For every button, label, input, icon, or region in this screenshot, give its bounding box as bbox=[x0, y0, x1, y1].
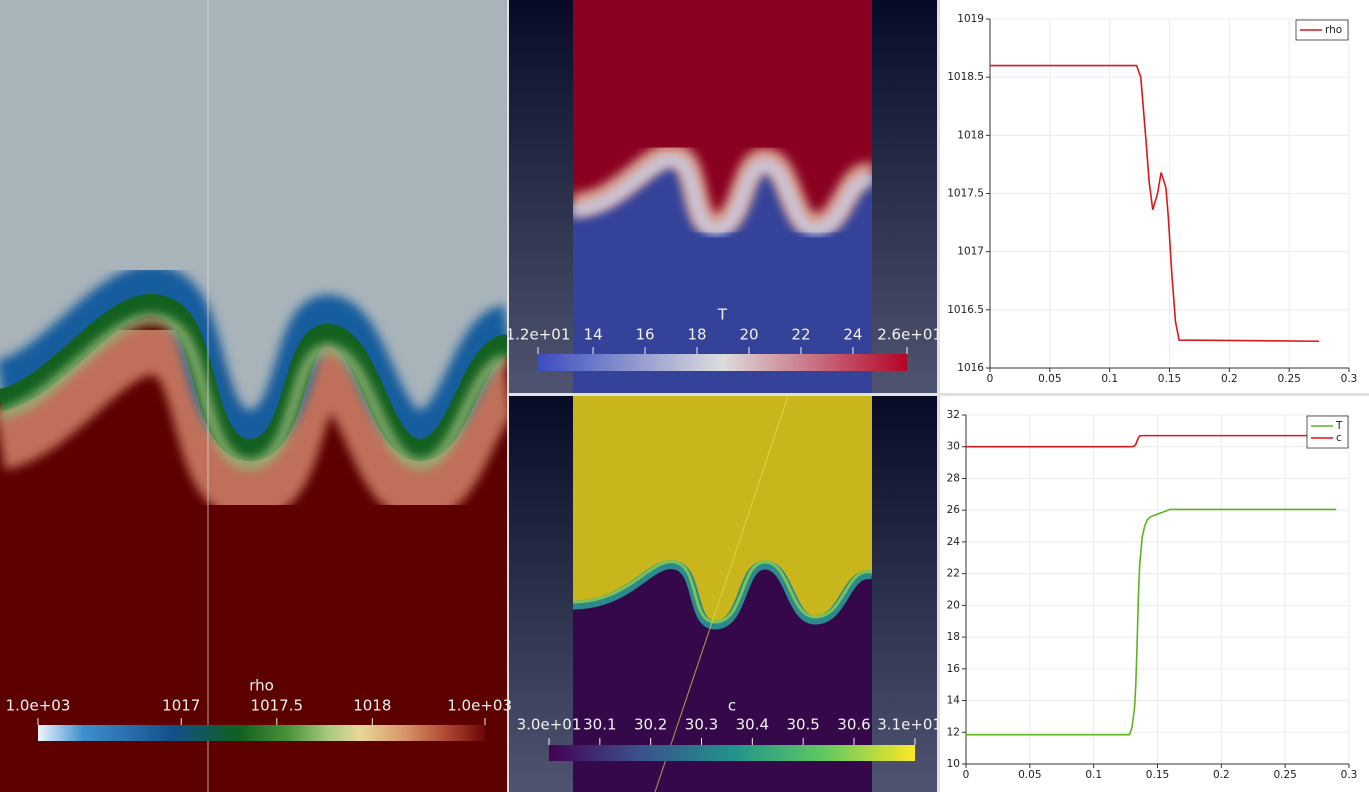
y-tick-label: 18 bbox=[947, 631, 960, 643]
x-tick-label: 0.05 bbox=[1018, 769, 1041, 781]
c-view bbox=[573, 396, 872, 792]
colorbar-tick-label: 1.0e+03 bbox=[6, 697, 71, 715]
colorbar-gradient bbox=[549, 745, 915, 761]
y-tick-label: 24 bbox=[947, 536, 961, 548]
legend-label: T bbox=[1335, 420, 1343, 432]
colorbar-tick-label: 14 bbox=[584, 326, 603, 344]
colorbar-tick-label: 2.6e+01 bbox=[877, 326, 942, 344]
colorbar-title: T bbox=[717, 306, 728, 324]
colorbar-tick-label: 20 bbox=[739, 326, 758, 344]
colorbar: rho 1.0e+03 1017 1017.5 1018 1.0e+03 bbox=[6, 677, 512, 741]
y-tick-label: 1016 bbox=[957, 362, 984, 374]
colorbar-title: c bbox=[728, 697, 736, 715]
colorbar-gradient bbox=[38, 725, 485, 741]
colorbar-tick-label: 1017 bbox=[162, 697, 200, 715]
colorbar-gradient bbox=[538, 354, 907, 371]
y-tick-label: 22 bbox=[947, 568, 960, 580]
y-tick-label: 1019 bbox=[957, 13, 984, 25]
y-tick-label: 12 bbox=[947, 726, 960, 738]
rho-view bbox=[0, 0, 507, 792]
x-tick-label: 0 bbox=[963, 769, 970, 781]
data-line bbox=[990, 64, 1320, 343]
x-tick-label: 0.3 bbox=[1341, 769, 1358, 781]
colorbar-tick-label: 30.2 bbox=[634, 716, 667, 734]
data-line bbox=[966, 508, 1337, 736]
colorbar-tick-label: 1.0e+03 bbox=[447, 697, 512, 715]
colorbar-tick-label: 30.5 bbox=[786, 716, 819, 734]
colorbar-tick-label: 30.3 bbox=[685, 716, 718, 734]
y-tick-label: 1018 bbox=[957, 129, 984, 141]
y-tick-label: 1017 bbox=[957, 246, 984, 258]
colorbar-tick-label: 1018 bbox=[353, 697, 391, 715]
colorbar: c 3.0e+01 30.1 30.2 30.3 30.4 30.5 30.6 3.1e+01 bbox=[517, 697, 942, 761]
y-tick-label: 1018.5 bbox=[947, 71, 984, 83]
x-tick-label: 0.15 bbox=[1146, 769, 1169, 781]
x-tick-label: 0 bbox=[987, 373, 994, 385]
colorbar-tick-label: 22 bbox=[791, 326, 810, 344]
data-line bbox=[966, 434, 1337, 448]
x-tick-label: 0.05 bbox=[1038, 373, 1061, 385]
x-tick-label: 0.2 bbox=[1213, 769, 1230, 781]
y-tick-label: 32 bbox=[947, 409, 960, 421]
colorbar: T 1.2e+01 14 16 18 20 22 24 2.6e+01 bbox=[506, 306, 942, 371]
colorbar-title: rho bbox=[249, 677, 274, 695]
y-tick-label: 20 bbox=[947, 599, 960, 611]
colorbar-tick-label: 16 bbox=[636, 326, 655, 344]
legend-label: c bbox=[1336, 432, 1342, 444]
x-tick-label: 0.25 bbox=[1277, 373, 1300, 385]
x-tick-label: 0.1 bbox=[1101, 373, 1118, 385]
y-tick-label: 28 bbox=[947, 472, 960, 484]
colorbar-tick-label: 30.4 bbox=[736, 716, 769, 734]
x-tick-label: 0.15 bbox=[1158, 373, 1181, 385]
y-tick-label: 10 bbox=[947, 758, 960, 770]
x-tick-label: 0.25 bbox=[1273, 769, 1296, 781]
colorbar-tick-label: 30.1 bbox=[583, 716, 616, 734]
y-tick-label: 30 bbox=[947, 441, 960, 453]
y-tick-label: 1017.5 bbox=[947, 188, 984, 200]
colorbar-tick-label: 1017.5 bbox=[251, 697, 304, 715]
legend-label: rho bbox=[1325, 24, 1342, 36]
colorbar-tick-label: 3.1e+01 bbox=[877, 716, 942, 734]
y-tick-label: 16 bbox=[947, 663, 961, 675]
colorbar-tick-label: 18 bbox=[687, 326, 706, 344]
legend-box bbox=[1306, 415, 1349, 449]
colorbar-tick-label: 3.0e+01 bbox=[517, 716, 582, 734]
t-view bbox=[573, 0, 872, 393]
colorbar-tick-label: 30.6 bbox=[837, 716, 870, 734]
y-tick-label: 26 bbox=[947, 504, 961, 516]
x-tick-label: 0.3 bbox=[1341, 373, 1358, 385]
colorbar-tick-label: 24 bbox=[843, 326, 862, 344]
y-tick-label: 14 bbox=[947, 695, 961, 707]
y-tick-label: 1016.5 bbox=[947, 304, 984, 316]
colorbar-tick-label: 1.2e+01 bbox=[506, 326, 571, 344]
x-tick-label: 0.1 bbox=[1085, 769, 1102, 781]
x-tick-label: 0.2 bbox=[1221, 373, 1238, 385]
